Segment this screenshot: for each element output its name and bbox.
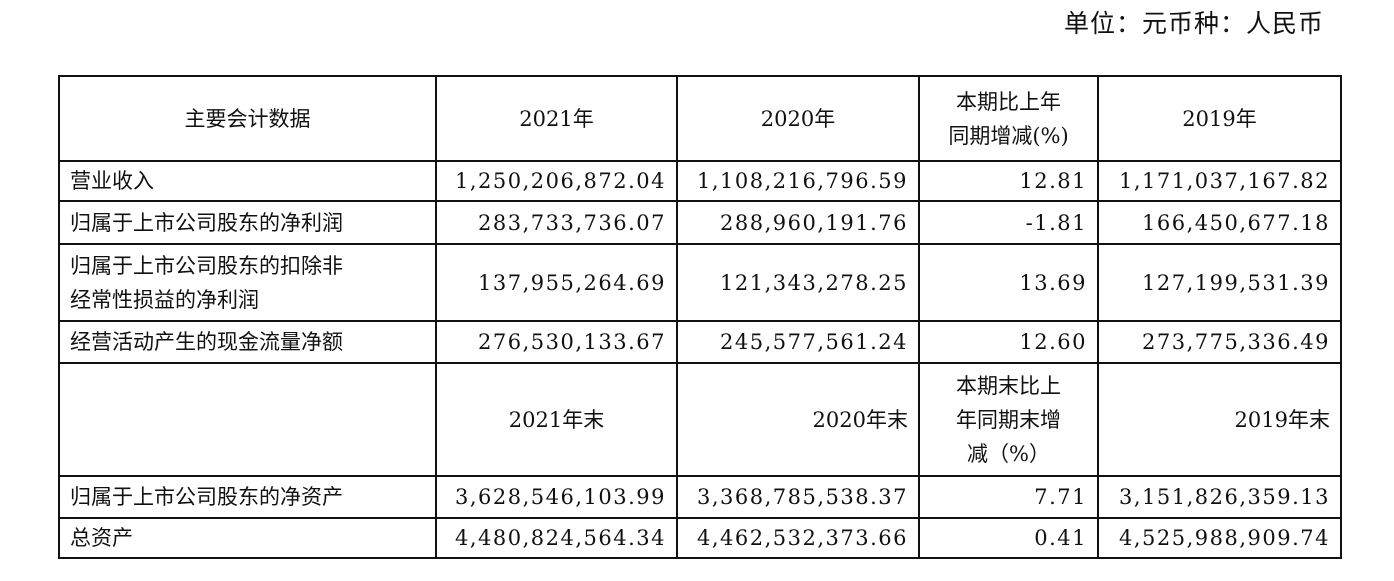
row-label: 归属于上市公司股东的净资产 xyxy=(58,475,437,519)
value-2021: 283,733,736.07 xyxy=(435,200,678,245)
value-2019: 3,151,826,359.13 xyxy=(1097,475,1342,519)
header-cell: 本期末比上 年同期末增 减（%） xyxy=(918,362,1099,477)
value-2020: 1,108,216,796.59 xyxy=(676,160,920,202)
header-cell: 2020年 xyxy=(676,75,920,162)
value-change: 12.60 xyxy=(918,320,1099,364)
value-2021: 4,480,824,564.34 xyxy=(435,517,678,559)
header-row-period-end: 2021年末 2020年末 本期末比上 年同期末增 减（%） 2019年末 xyxy=(58,362,1342,477)
value-2019: 4,525,988,909.74 xyxy=(1097,517,1342,559)
key-accounting-data-table: 主要会计数据 2021年 2020年 本期比上年 同期增减(%) 2019年 营… xyxy=(58,75,1342,559)
value-2019: 1,171,037,167.82 xyxy=(1097,160,1342,202)
row-label: 经营活动产生的现金流量净额 xyxy=(58,320,437,364)
header-cell: 2019年 xyxy=(1097,75,1342,162)
value-change: 0.41 xyxy=(918,517,1099,559)
header-cell: 2021年 xyxy=(435,75,678,162)
header-cell xyxy=(58,362,437,477)
row-label: 总资产 xyxy=(58,517,437,559)
row-label: 归属于上市公司股东的扣除非 经常性损益的净利润 xyxy=(58,243,437,322)
value-2021: 1,250,206,872.04 xyxy=(435,160,678,202)
value-2019: 127,199,531.39 xyxy=(1097,243,1342,322)
header-row: 主要会计数据 2021年 2020年 本期比上年 同期增减(%) 2019年 xyxy=(58,75,1342,162)
value-2019: 273,775,336.49 xyxy=(1097,320,1342,364)
table-row: 归属于上市公司股东的净利润 283,733,736.07 288,960,191… xyxy=(58,200,1342,245)
value-2020: 4,462,532,373.66 xyxy=(676,517,920,559)
value-2020: 288,960,191.76 xyxy=(676,200,920,245)
header-cell: 2021年末 xyxy=(435,362,678,477)
value-2020: 3,368,785,538.37 xyxy=(676,475,920,519)
value-2021: 137,955,264.69 xyxy=(435,243,678,322)
value-2020: 121,343,278.25 xyxy=(676,243,920,322)
value-change: 12.81 xyxy=(918,160,1099,202)
header-cell: 2020年末 xyxy=(676,362,920,477)
value-2020: 245,577,561.24 xyxy=(676,320,920,364)
table-row: 归属于上市公司股东的净资产 3,628,546,103.99 3,368,785… xyxy=(58,475,1342,519)
unit-note: 单位：元币种：人民币 xyxy=(1063,9,1324,38)
row-label: 营业收入 xyxy=(58,160,437,202)
header-cell: 本期比上年 同期增减(%) xyxy=(918,75,1099,162)
header-cell: 主要会计数据 xyxy=(58,75,437,162)
table-row: 总资产 4,480,824,564.34 4,462,532,373.66 0.… xyxy=(58,517,1342,559)
row-label: 归属于上市公司股东的净利润 xyxy=(58,200,437,245)
table-row: 营业收入 1,250,206,872.04 1,108,216,796.59 1… xyxy=(58,160,1342,202)
value-change: 13.69 xyxy=(918,243,1099,322)
value-2019: 166,450,677.18 xyxy=(1097,200,1342,245)
value-2021: 276,530,133.67 xyxy=(435,320,678,364)
table-row: 经营活动产生的现金流量净额 276,530,133.67 245,577,561… xyxy=(58,320,1342,364)
header-cell: 2019年末 xyxy=(1097,362,1342,477)
value-2021: 3,628,546,103.99 xyxy=(435,475,678,519)
value-change: -1.81 xyxy=(918,200,1099,245)
value-change: 7.71 xyxy=(918,475,1099,519)
table-row: 归属于上市公司股东的扣除非 经常性损益的净利润 137,955,264.69 1… xyxy=(58,243,1342,322)
